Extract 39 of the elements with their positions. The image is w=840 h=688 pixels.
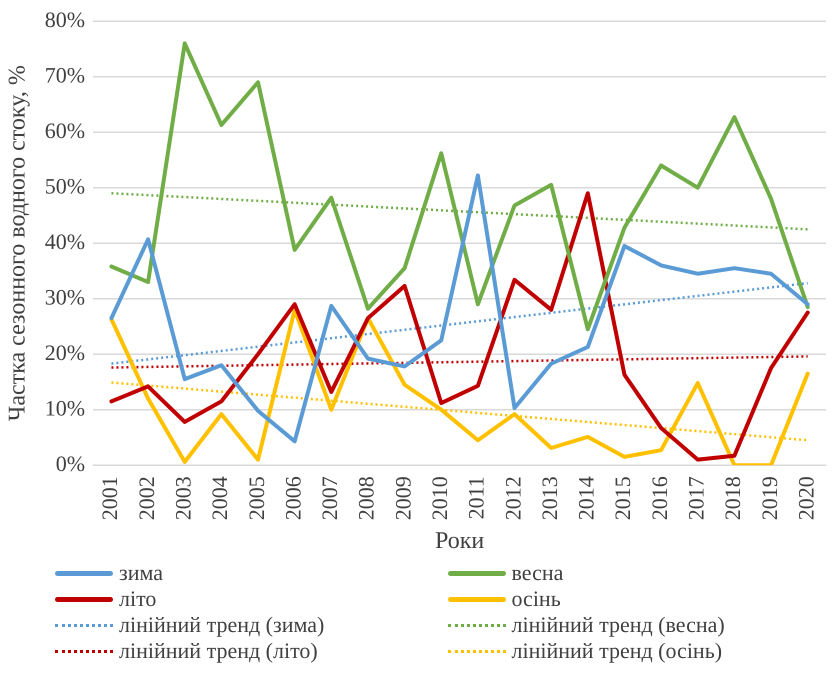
y-tick-label: 50% (44, 173, 86, 198)
y-tick-label: 20% (44, 340, 86, 365)
y-tick-label: 70% (44, 62, 86, 88)
legend-label: лінійний тренд (літо) (119, 638, 318, 664)
x-tick-label: 2013 (536, 476, 562, 520)
x-tick-label: 2019 (756, 476, 782, 520)
x-axis-title: Роки (434, 528, 484, 554)
x-tick-label: 2011 (464, 476, 489, 520)
y-tick-label: 10% (44, 395, 86, 420)
y-axis-title: Частка сезонного водного стоку, % (4, 65, 31, 422)
legend-label: весна (512, 560, 564, 586)
x-tick-label: 2018 (720, 476, 746, 520)
x-tick-label: 2003 (170, 476, 196, 520)
x-tick-label: 2009 (390, 476, 416, 520)
x-tick-label: 2008 (354, 476, 379, 520)
x-tick-label: 2001 (97, 476, 122, 520)
x-tick-label: 2007 (317, 476, 342, 520)
y-tick-label: 40% (44, 228, 86, 254)
y-tick-label: 30% (44, 284, 86, 310)
y-tick-label: 60% (44, 118, 86, 143)
x-tick-label: 2014 (574, 476, 599, 520)
x-tick-label: 2004 (207, 476, 232, 520)
x-tick-label: 2005 (244, 476, 269, 520)
y-tick-label: 0% (56, 450, 86, 476)
legend-label: літо (119, 586, 156, 612)
x-tick-label: 2020 (793, 476, 818, 520)
x-tick-label: 2015 (610, 476, 636, 520)
x-tick-label: 2010 (427, 476, 452, 520)
x-tick-label: 2006 (280, 476, 306, 520)
x-tick-label: 2012 (500, 476, 526, 520)
legend-label: осінь (512, 586, 561, 612)
legend-label: лінійний тренд (зима) (119, 612, 324, 638)
x-tick-label: 2017 (684, 476, 709, 520)
y-tick-label: 80% (44, 6, 86, 32)
legend-label: лінійний тренд (осінь) (512, 638, 722, 664)
x-tick-label: 2002 (134, 476, 159, 520)
legend-label: зима (119, 560, 163, 586)
x-tick-label: 2016 (646, 476, 672, 520)
legend-label: лінійний тренд (весна) (512, 612, 725, 638)
